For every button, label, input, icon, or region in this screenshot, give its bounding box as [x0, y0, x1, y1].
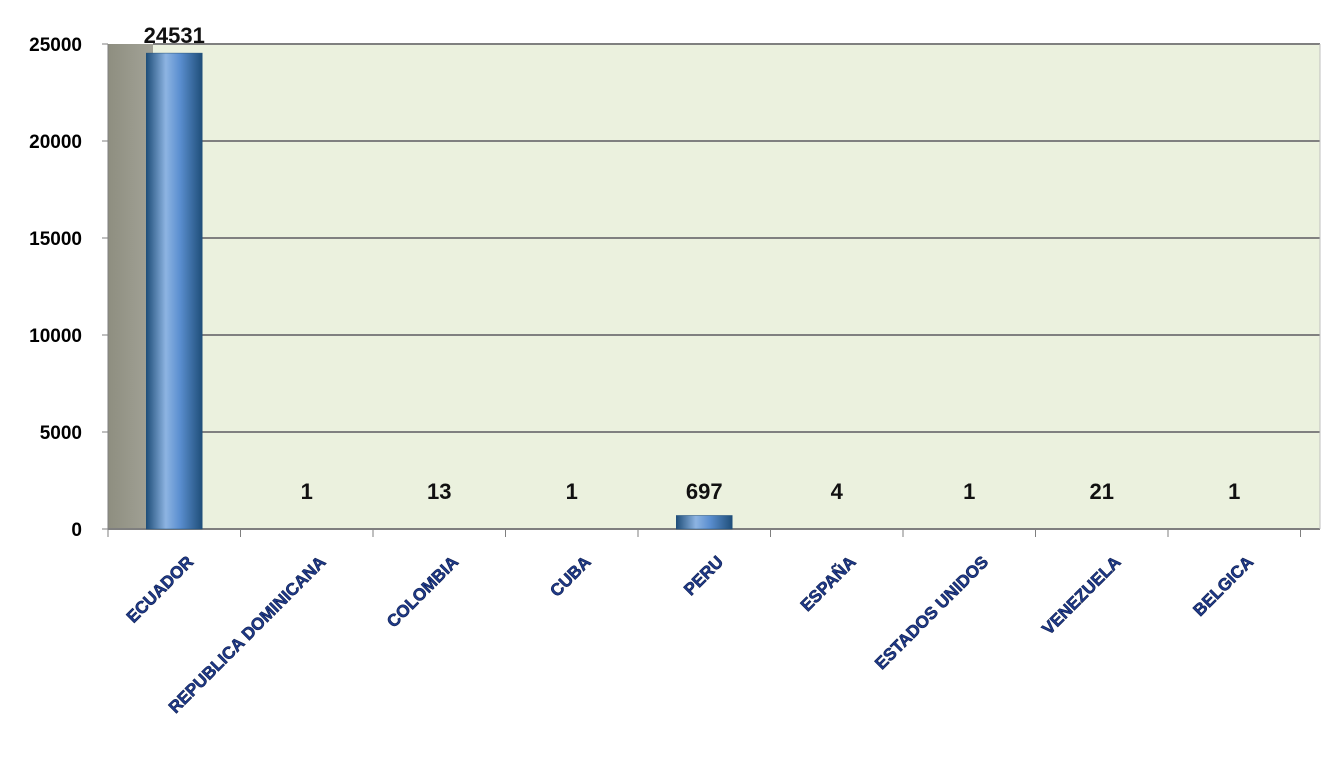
y-tick-label: 25000 — [29, 35, 82, 56]
y-tick-label: 0 — [71, 520, 82, 541]
plot-area — [108, 44, 1320, 529]
category-label: REPUBLICA DOMINICANA — [165, 552, 330, 717]
gridlines — [153, 43, 1320, 433]
y-tick-label: 20000 — [29, 132, 82, 153]
data-label: 1 — [1228, 479, 1240, 504]
bars — [146, 52, 733, 530]
data-label: 697 — [686, 479, 723, 504]
y-tick-label: 10000 — [29, 326, 82, 347]
back-wall — [108, 44, 153, 529]
data-label: 24531 — [144, 23, 205, 48]
data-label: 13 — [427, 479, 451, 504]
category-label: COLOMBIA — [383, 552, 462, 631]
category-label: PERU — [680, 552, 727, 599]
y-tick-label: 15000 — [29, 229, 82, 250]
category-label: BELGICA — [1190, 552, 1258, 620]
category-label: ECUADOR — [123, 552, 197, 626]
category-label: ESPAÑA — [796, 552, 859, 615]
bar — [146, 52, 203, 530]
bar — [676, 515, 733, 530]
plot-background — [153, 44, 1320, 529]
data-label: 4 — [831, 479, 844, 504]
data-label: 1 — [566, 479, 578, 504]
data-label: 1 — [301, 479, 313, 504]
category-label: ESTADOS UNIDOS — [871, 552, 992, 673]
category-label: CUBA — [546, 552, 594, 600]
data-label: 1 — [963, 479, 975, 504]
data-label: 21 — [1090, 479, 1114, 504]
category-label: VENEZUELA — [1038, 552, 1124, 638]
y-tick-label: 5000 — [40, 423, 82, 444]
